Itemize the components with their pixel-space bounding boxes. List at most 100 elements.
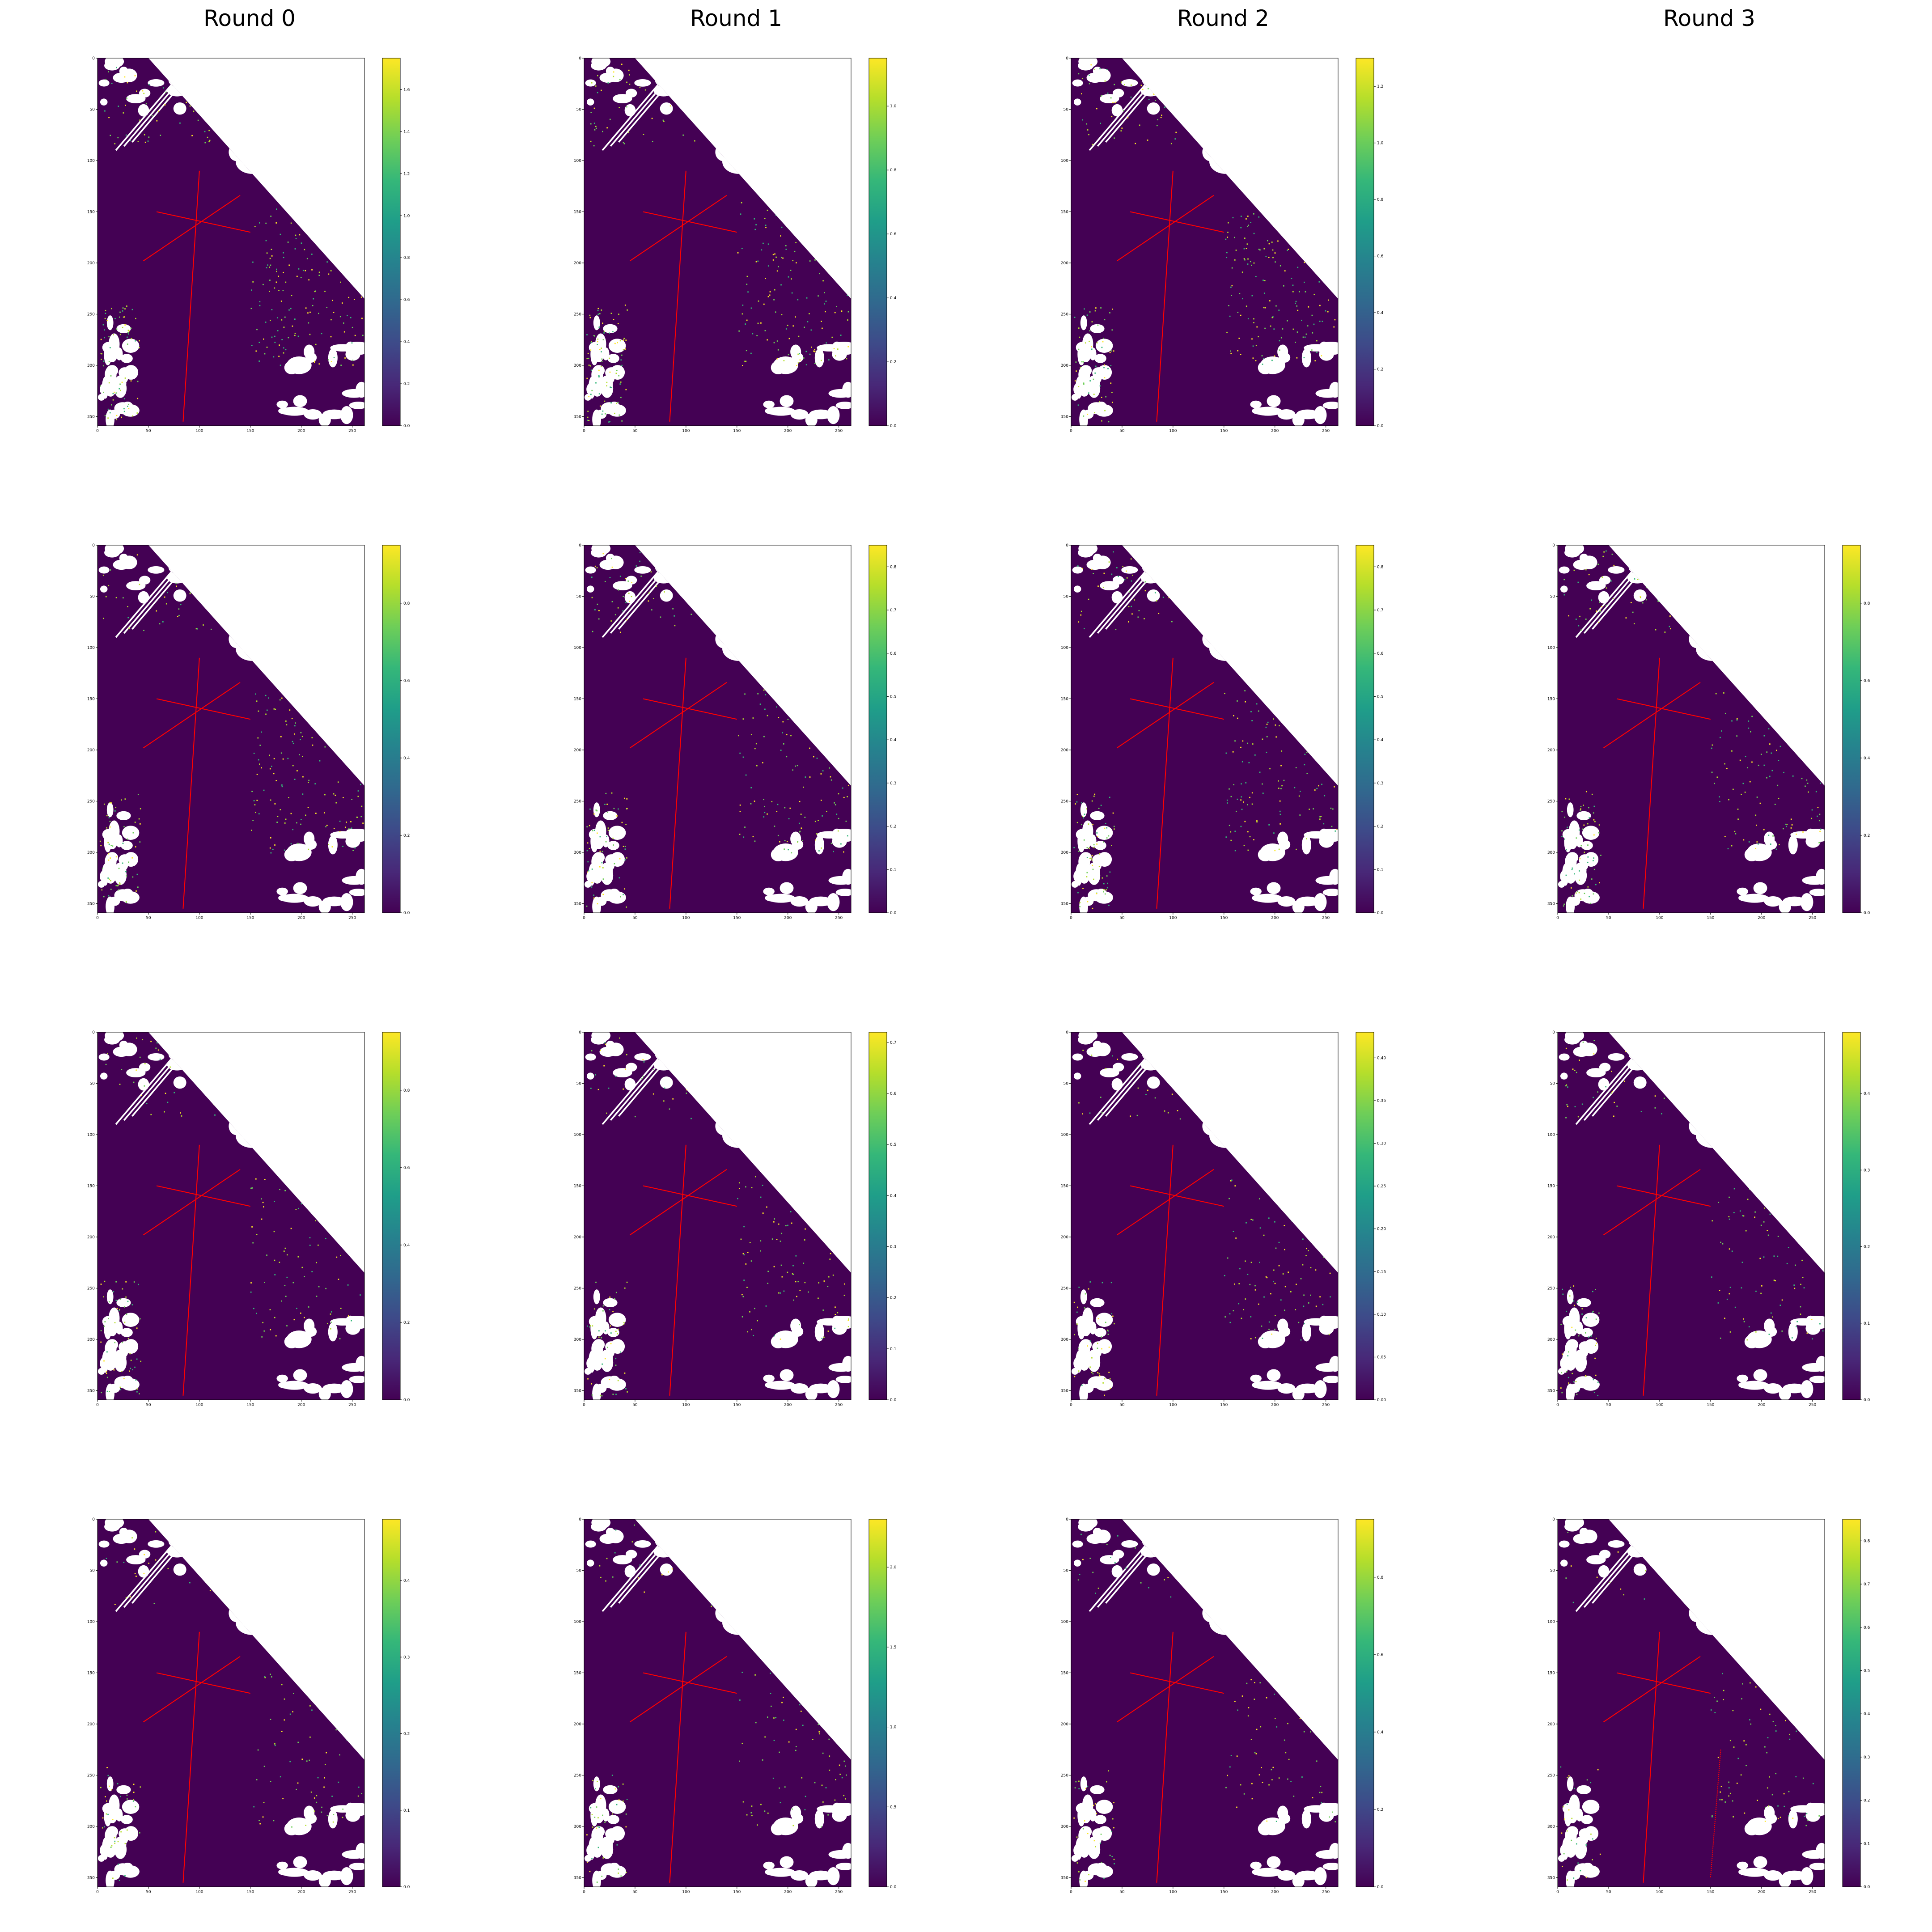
heatmap-panel: 0 50 100 150 200 250 0 50 100 150 200 250 300 350 0.0 0… <box>574 56 897 433</box>
heatmap-panel: 0 50 100 150 200 250 0 50 100 150 200 250 300 350 0.0 0… <box>87 1030 410 1407</box>
colorbar-tick-label: 0.00 <box>1377 1398 1386 1402</box>
x-tick-label: 50 <box>146 429 151 433</box>
colorbar-tick-label: 0.05 <box>1377 1355 1386 1360</box>
colorbar-tick-label: 0.8 <box>403 256 410 260</box>
colorbar-tick-label: 1.6 <box>403 88 410 92</box>
x-tick-label: 100 <box>1169 1403 1177 1407</box>
x-tick-label: 0 <box>1556 916 1559 920</box>
y-tick-label: 250 <box>87 312 95 317</box>
colorbar-tick-label: 0.8 <box>1377 1576 1384 1580</box>
x-tick-label: 100 <box>1656 1403 1663 1407</box>
y-tick-label: 300 <box>1061 851 1068 855</box>
colorbar-tick-label: 0.7 <box>1864 1582 1870 1587</box>
y-tick-label: 350 <box>574 902 581 906</box>
heatmap-panel: 0 50 100 150 200 250 0 50 100 150 200 250 300 350 0.0 0… <box>87 543 410 920</box>
colorbar-tick-label: 0.4 <box>890 296 897 301</box>
y-tick-label: 0 <box>92 543 95 548</box>
x-tick-label: 50 <box>632 429 638 433</box>
x-tick-label: 0 <box>96 429 99 433</box>
heatmap-panel: 0 50 100 150 200 250 0 50 100 150 200 250 300 350 0.0 0… <box>574 1517 897 1894</box>
x-tick-label: 250 <box>1809 916 1816 920</box>
heatmap-panel: 0 50 100 150 200 250 0 50 100 150 200 250 300 350 0.0 0… <box>1547 1517 1870 1894</box>
colorbar-tick-label: 0.4 <box>403 756 410 761</box>
x-tick-label: 100 <box>195 429 203 433</box>
y-tick-label: 150 <box>574 1671 581 1675</box>
colorbar-tick-label: 0.5 <box>890 695 896 699</box>
y-tick-label: 0 <box>92 1030 95 1035</box>
colorbar-tick-label: 0.0 <box>1377 424 1384 428</box>
y-tick-label: 0 <box>92 56 95 61</box>
x-tick-label: 100 <box>682 1890 690 1894</box>
y-tick-label: 200 <box>1547 748 1555 753</box>
axes-frame <box>1071 1032 1339 1400</box>
y-tick-label: 50 <box>1550 594 1555 599</box>
colorbar-tick-label: 0.3 <box>1377 781 1383 786</box>
x-tick-label: 150 <box>1220 916 1228 920</box>
overlay-lines <box>143 1144 251 1396</box>
colorbar-tick-label: 1.0 <box>403 214 410 218</box>
colorbar-tick-label: 0.1 <box>1864 1842 1870 1846</box>
y-tick-label: 300 <box>1547 1825 1555 1829</box>
colorbar-tick-label: 0.8 <box>1377 565 1384 569</box>
y-tick-label: 350 <box>574 415 581 419</box>
colorbar-tick-label: 0.0 <box>1864 1398 1870 1402</box>
x-tick-label: 200 <box>297 1403 305 1407</box>
heatmap-panel: 0 50 100 150 200 250 0 50 100 150 200 250 300 350 0.0 0… <box>87 1517 410 1894</box>
y-tick-label: 300 <box>87 364 95 368</box>
colorbar-tick-label: 0.6 <box>1377 1653 1384 1657</box>
colorbar-tick-label: 0.20 <box>1377 1227 1386 1232</box>
column-titles: Round 0 Round 1 Round 2 Round 3 <box>203 5 1755 31</box>
y-tick-label: 300 <box>87 851 95 855</box>
x-tick-label: 250 <box>1322 916 1330 920</box>
colorbar-tick-label: 0.2 <box>1864 834 1870 838</box>
overlay-lines <box>1116 657 1224 909</box>
x-tick-label: 100 <box>1169 1890 1177 1894</box>
x-tick-label: 150 <box>733 429 741 433</box>
x-tick-label: 150 <box>1220 429 1228 433</box>
overlay-lines <box>1116 1631 1224 1883</box>
x-tick-label: 0 <box>1070 429 1072 433</box>
y-tick-label: 150 <box>1547 697 1555 701</box>
y-tick-label: 50 <box>1063 594 1069 599</box>
colorbar-tick-label: 0.4 <box>1864 756 1870 761</box>
y-tick-label: 200 <box>1061 1235 1068 1240</box>
x-tick-label: 100 <box>195 916 203 920</box>
y-tick-label: 50 <box>1063 1081 1069 1086</box>
colorbar <box>1356 58 1374 426</box>
y-tick-label: 350 <box>1061 1389 1068 1393</box>
colorbar-tick-label: 0.6 <box>403 679 410 683</box>
heatmap-image <box>584 1519 852 1887</box>
heatmap-panel: 0 50 100 150 200 250 0 50 100 150 200 250 300 350 0.0 0… <box>87 56 410 433</box>
colorbar-tick-label: 0.3 <box>1864 1755 1870 1760</box>
y-tick-label: 50 <box>90 107 95 112</box>
colorbar-tick-label: 0.8 <box>1864 602 1870 606</box>
y-tick-label: 100 <box>1547 646 1555 650</box>
y-tick-label: 250 <box>87 1773 95 1778</box>
x-tick-label: 150 <box>1220 1403 1228 1407</box>
y-tick-label: 0 <box>1066 56 1068 61</box>
colorbar-tick-label: 0.2 <box>1864 1799 1870 1803</box>
x-tick-label: 250 <box>348 1403 356 1407</box>
x-tick-label: 200 <box>1271 429 1279 433</box>
y-tick-label: 50 <box>90 1081 95 1086</box>
colorbar-tick-label: 0.3 <box>1864 1168 1870 1173</box>
colorbar-tick-label: 0.0 <box>1377 911 1384 915</box>
y-tick-label: 250 <box>574 1773 581 1778</box>
axes-frame <box>584 58 852 426</box>
column-title-round-1: Round 1 <box>690 5 782 31</box>
y-tick-label: 100 <box>87 1133 95 1137</box>
x-tick-label: 100 <box>1656 916 1663 920</box>
colorbar <box>1842 1032 1861 1400</box>
x-tick-label: 50 <box>146 916 151 920</box>
x-tick-label: 100 <box>1656 1890 1663 1894</box>
colorbar-tick-label: 0.4 <box>403 340 410 344</box>
colorbar-tick-label: 0.2 <box>890 1296 896 1301</box>
x-tick-label: 50 <box>1606 1890 1611 1894</box>
axes-frame <box>1071 1519 1339 1887</box>
x-tick-label: 250 <box>348 1890 356 1894</box>
y-tick-label: 50 <box>576 1568 582 1573</box>
y-tick-label: 150 <box>1061 697 1068 701</box>
y-tick-label: 350 <box>1547 1389 1555 1393</box>
colorbar-tick-label: 0.4 <box>1377 311 1384 315</box>
x-tick-label: 250 <box>348 916 356 920</box>
